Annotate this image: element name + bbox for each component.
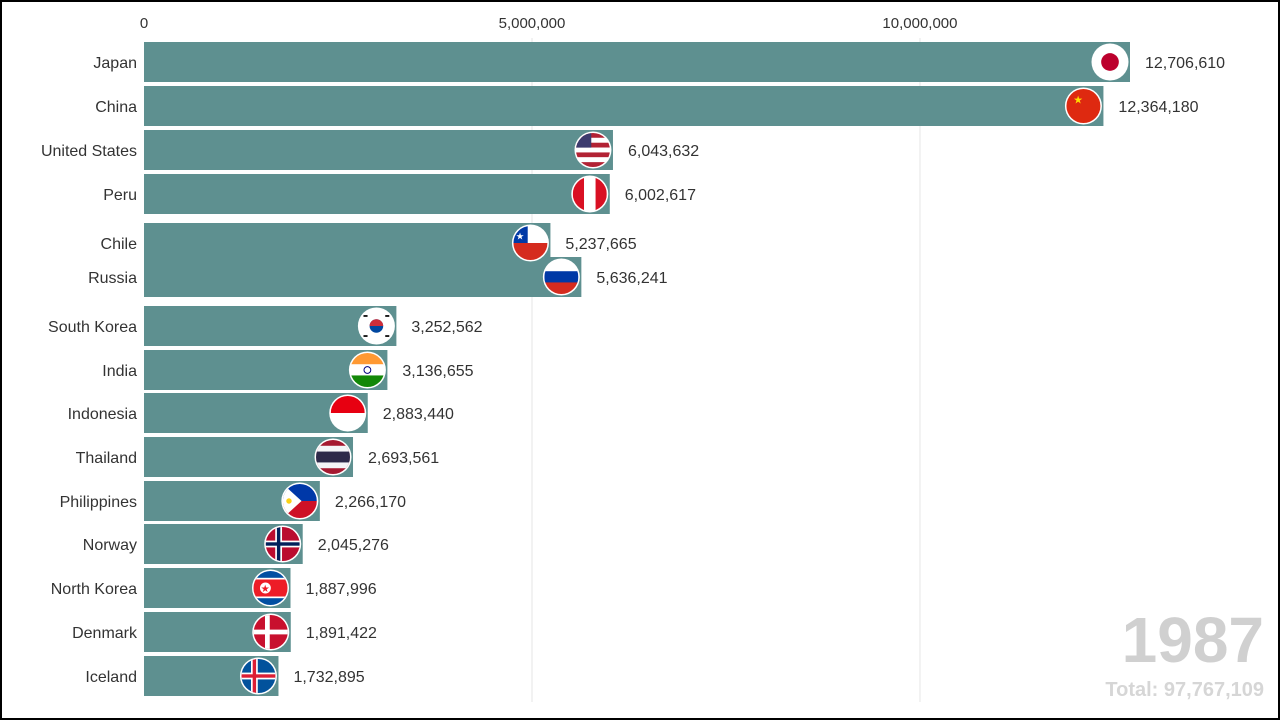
norway-flag-icon bbox=[264, 525, 302, 563]
x-tick-label: 0 bbox=[140, 15, 148, 32]
philippines-flag-icon bbox=[281, 482, 319, 520]
bar-peru bbox=[144, 174, 610, 214]
japan-flag-icon bbox=[1091, 43, 1129, 81]
bar-india bbox=[144, 350, 388, 390]
x-tick-label: 10,000,000 bbox=[882, 15, 957, 32]
svg-text:★: ★ bbox=[516, 232, 525, 243]
value-label: 3,136,655 bbox=[402, 363, 473, 380]
bars bbox=[144, 42, 1130, 696]
svg-text:★: ★ bbox=[1073, 93, 1083, 106]
bar-russia bbox=[144, 257, 582, 297]
category-label: Chile bbox=[101, 236, 138, 253]
bar-south-korea bbox=[144, 306, 397, 346]
value-label: 5,636,241 bbox=[596, 270, 667, 287]
russia-flag-icon bbox=[542, 258, 580, 296]
category-label: North Korea bbox=[51, 581, 137, 598]
value-label: 2,045,276 bbox=[318, 537, 389, 554]
category-label: Indonesia bbox=[68, 406, 137, 423]
bar-chile bbox=[144, 223, 551, 263]
indonesia-flag-icon bbox=[329, 394, 367, 432]
value-label: 1,732,895 bbox=[293, 669, 364, 686]
chile-flag-icon: ★ bbox=[511, 224, 549, 262]
category-label: Peru bbox=[103, 187, 137, 204]
value-label: 6,002,617 bbox=[625, 187, 696, 204]
denmark-flag-icon bbox=[252, 613, 290, 651]
category-label: Russia bbox=[88, 270, 137, 287]
value-label: 12,364,180 bbox=[1118, 99, 1198, 116]
iceland-flag-icon bbox=[239, 657, 277, 695]
category-label: South Korea bbox=[48, 319, 137, 336]
value-label: 2,883,440 bbox=[383, 406, 454, 423]
value-label: 12,706,610 bbox=[1145, 55, 1225, 72]
north-korea-flag-icon: ★ bbox=[252, 569, 290, 607]
category-label: Thailand bbox=[76, 450, 137, 467]
south-korea-flag-icon bbox=[357, 307, 395, 345]
value-label: 5,237,665 bbox=[565, 236, 636, 253]
value-label: 3,252,562 bbox=[411, 319, 482, 336]
value-label: 2,693,561 bbox=[368, 450, 439, 467]
category-label: Philippines bbox=[60, 494, 137, 511]
year-label: 1987 bbox=[1121, 604, 1264, 676]
category-label: Norway bbox=[83, 537, 137, 554]
value-labels: 12,706,610 12,364,180 6,043,632 6,002,617 5,… bbox=[293, 55, 1225, 686]
flags: ★ ★ ★ bbox=[239, 43, 1129, 695]
x-tick-label: 5,000,000 bbox=[499, 15, 566, 32]
bar-china bbox=[144, 86, 1104, 126]
china-flag-icon: ★ bbox=[1064, 87, 1102, 125]
peru-flag-icon bbox=[571, 175, 609, 213]
svg-text:★: ★ bbox=[261, 584, 270, 595]
value-label: 6,043,632 bbox=[628, 143, 699, 160]
value-label: 2,266,170 bbox=[335, 494, 406, 511]
india-flag-icon bbox=[348, 351, 386, 389]
x-axis-ticks: 0 5,000,000 10,000,000 bbox=[140, 15, 958, 32]
category-label: Denmark bbox=[72, 625, 138, 642]
category-label: Japan bbox=[93, 55, 137, 72]
category-label: United States bbox=[41, 143, 137, 160]
united-states-flag-icon bbox=[574, 131, 612, 169]
category-labels: Japan China United States Peru Chile Russia So… bbox=[41, 55, 138, 686]
category-label: Iceland bbox=[85, 669, 137, 686]
category-label: India bbox=[102, 363, 137, 380]
value-label: 1,887,996 bbox=[306, 581, 377, 598]
value-label: 1,891,422 bbox=[306, 625, 377, 642]
category-label: China bbox=[95, 99, 137, 116]
thailand-flag-icon bbox=[314, 438, 352, 476]
bar-united-states bbox=[144, 130, 613, 170]
total-label: Total: 97,767,109 bbox=[1105, 679, 1264, 701]
bar-japan bbox=[144, 42, 1130, 82]
